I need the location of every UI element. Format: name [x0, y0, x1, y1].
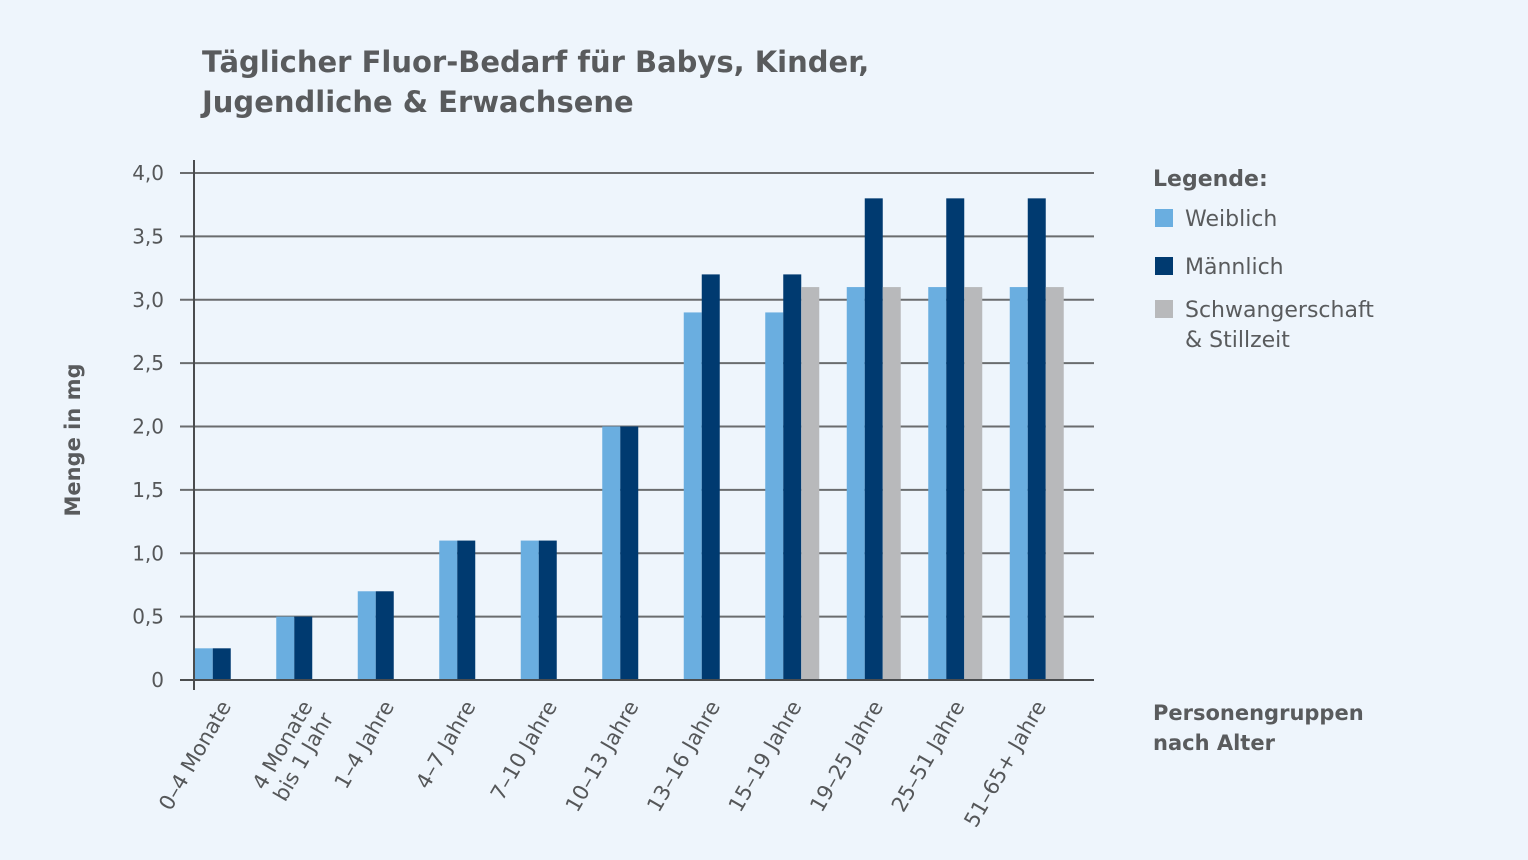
- bar-weiblich: [602, 426, 621, 680]
- legend-swatch: [1155, 300, 1173, 318]
- x-tick-label: 19–25 Jahre: [805, 697, 888, 816]
- bar-weiblich: [846, 287, 865, 680]
- legend-swatch: [1155, 209, 1173, 227]
- y-tick-label: 0: [151, 668, 164, 692]
- bar-männlich: [864, 198, 883, 680]
- y-tick-label: 1,5: [132, 478, 164, 502]
- bar-männlich: [620, 426, 639, 680]
- bar-weiblich: [928, 287, 947, 680]
- x-tick-label: 1–4 Jahre: [330, 697, 399, 793]
- legend-label-line: & Stillzeit: [1185, 328, 1290, 353]
- legend-label-line: Schwangerschaft: [1185, 298, 1374, 323]
- legend-swatch: [1155, 257, 1173, 275]
- x-axis-title-line: Personengruppen: [1153, 701, 1364, 725]
- y-tick-label: 3,0: [132, 288, 164, 312]
- y-tick-label: 3,5: [132, 224, 164, 248]
- bar-männlich: [946, 198, 965, 680]
- x-tick-label: 25–51 Jahre: [887, 697, 970, 816]
- y-tick-label: 0,5: [132, 605, 164, 629]
- bar-weiblich: [439, 540, 458, 680]
- x-tick-label: 13–16 Jahre: [642, 697, 725, 816]
- x-tick-label-line: 13–16 Jahre: [642, 697, 725, 816]
- y-tick-label: 2,5: [132, 351, 164, 375]
- x-tick-label: 51–65+ Jahre: [959, 697, 1051, 832]
- bar-weiblich: [357, 591, 376, 680]
- legend-label: Weiblich: [1185, 207, 1277, 232]
- legend-label-line: Männlich: [1185, 255, 1284, 280]
- bar-weiblich: [194, 648, 213, 680]
- legend-label: Männlich: [1185, 255, 1284, 280]
- x-axis-title-line: nach Alter: [1153, 731, 1276, 755]
- axes: [180, 160, 1094, 690]
- bar-männlich: [375, 591, 394, 680]
- y-axis-title: Menge in mg: [61, 363, 85, 516]
- x-axis-title: Personengruppen nach Alter: [1153, 701, 1364, 755]
- x-tick-label-line: 10–13 Jahre: [561, 697, 644, 816]
- x-tick-label: 4–7 Jahre: [411, 697, 480, 793]
- legend-title: Legende:: [1153, 167, 1268, 192]
- y-axis-title: Menge in mg: [61, 363, 85, 516]
- x-tick-label: 10–13 Jahre: [561, 697, 644, 816]
- bar-männlich: [457, 540, 476, 680]
- x-tick-label-line: 51–65+ Jahre: [959, 697, 1051, 832]
- x-tick-label-line: 4–7 Jahre: [411, 697, 480, 793]
- chart-title-line: Täglicher Fluor-Bedarf für Babys, Kinder…: [202, 45, 869, 79]
- bar-weiblich: [520, 540, 539, 680]
- bar-schwangerschaft-stillzeit: [1045, 287, 1064, 680]
- x-tick-label: 7–10 Jahre: [486, 697, 562, 805]
- x-tick-label-line: 1–4 Jahre: [330, 697, 399, 793]
- y-tick-labels: 0 0,5 1,0 1,5 2,0 2,5 3,0 3,5 4,0: [132, 161, 164, 692]
- bar-männlich: [783, 274, 802, 680]
- x-tick-label-line: 19–25 Jahre: [805, 697, 888, 816]
- legend-label: Schwangerschaft & Stillzeit: [1185, 298, 1374, 353]
- x-tick-label-line: 15–19 Jahre: [724, 697, 807, 816]
- legend: Legende: Weiblich Männlich Schwangerschaft &…: [1153, 167, 1374, 353]
- y-tick-label: 4,0: [132, 161, 164, 185]
- bar-männlich: [212, 648, 231, 680]
- bar-schwangerschaft-stillzeit: [882, 287, 901, 680]
- bars: [194, 198, 1064, 680]
- bar-weiblich: [683, 312, 702, 680]
- x-tick-label: 15–19 Jahre: [724, 697, 807, 816]
- x-tick-label: 0–4 Monate: [154, 697, 236, 815]
- bar-männlich: [1027, 198, 1046, 680]
- chart-title-line: Jugendliche & Erwachsene: [200, 85, 634, 119]
- bar-männlich: [538, 540, 557, 680]
- bar-schwangerschaft-stillzeit: [801, 287, 820, 680]
- y-tick-label: 1,0: [132, 541, 164, 565]
- bar-weiblich: [765, 312, 784, 680]
- chart-title: Täglicher Fluor-Bedarf für Babys, Kinder…: [200, 45, 869, 119]
- legend-label-line: Weiblich: [1185, 207, 1277, 232]
- y-tick-label: 2,0: [132, 415, 164, 439]
- x-tick-label-line: 7–10 Jahre: [486, 697, 562, 805]
- bar-weiblich: [1009, 287, 1028, 680]
- bar-schwangerschaft-stillzeit: [964, 287, 983, 680]
- x-tick-label: 4 Monatebis 1 Jahr: [248, 696, 339, 805]
- x-axis-title: Personengruppen nach Alter: [1153, 701, 1364, 755]
- bar-weiblich: [276, 616, 295, 680]
- bar-männlich: [701, 274, 720, 680]
- x-tick-label-line: 0–4 Monate: [154, 697, 236, 815]
- bar-männlich: [294, 616, 313, 680]
- x-tick-label-line: 25–51 Jahre: [887, 697, 970, 816]
